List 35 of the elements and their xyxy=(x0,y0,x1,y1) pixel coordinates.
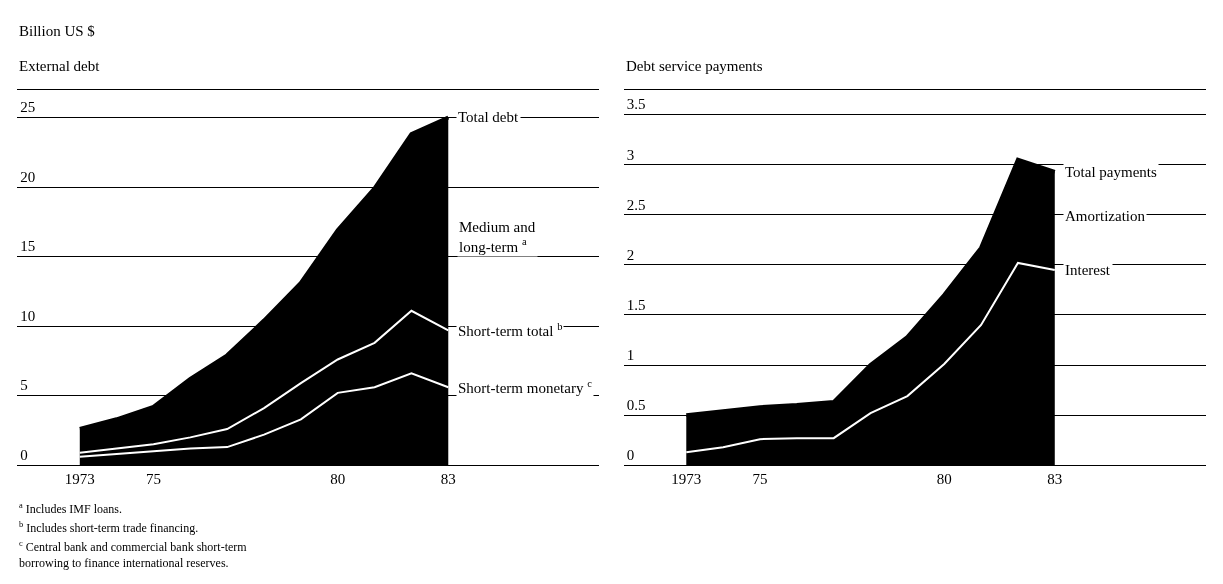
text: $^{b}$ Includes short-term trade financing. xyxy=(19,520,199,536)
text: $^{c}$ Central bank and commercial bank short-term borrowing to finance international reserves. xyxy=(19,539,248,570)
x-tick-label: 75 xyxy=(752,471,768,488)
text: $^{a}$ Includes IMF loans. xyxy=(19,501,123,517)
x-tick-label: 75 xyxy=(145,471,161,488)
x-tick-label: 1973 xyxy=(671,471,702,488)
y-tick-label: 20 xyxy=(20,168,36,185)
y-tick-label: 1 xyxy=(626,346,635,363)
y-tick-label: 5 xyxy=(20,377,28,394)
y-tick-label: 3 xyxy=(626,146,635,163)
x-tick-label: 83 xyxy=(440,471,456,488)
y-tick-label: 2 xyxy=(626,246,635,263)
y-tick-label: 1.5 xyxy=(626,296,646,313)
series-label: Total payments xyxy=(1065,164,1158,180)
chart-title: Debt service payments xyxy=(626,58,763,74)
series-label: Short-term monetary $^{c}$ xyxy=(458,378,593,397)
x-tick-label: 80 xyxy=(330,471,346,488)
y-tick-label: 15 xyxy=(20,238,36,255)
chart-title: External debt xyxy=(19,58,101,74)
y-tick-label: 10 xyxy=(20,307,36,324)
x-tick-label: 80 xyxy=(936,471,952,488)
series-label: Total debt xyxy=(458,109,520,125)
y-tick-label: 0 xyxy=(626,446,635,463)
annotation: Medium and long-term $^{a}$ xyxy=(459,219,536,255)
y-tick-label: 0.5 xyxy=(626,396,646,413)
x-tick-label: 1973 xyxy=(64,471,95,488)
y-tick-label: 0 xyxy=(20,446,28,463)
annotation: Amortization xyxy=(1065,208,1146,224)
y-tick-label: 2.5 xyxy=(626,196,646,213)
y-axis-title: Billion US $ xyxy=(19,23,96,39)
x-tick-label: 83 xyxy=(1047,471,1063,488)
series-label: Interest xyxy=(1065,262,1111,278)
y-tick-label: 25 xyxy=(20,99,36,116)
y-tick-label: 3.5 xyxy=(626,96,646,113)
series-label: Short-term total $^{b}$ xyxy=(458,321,563,340)
